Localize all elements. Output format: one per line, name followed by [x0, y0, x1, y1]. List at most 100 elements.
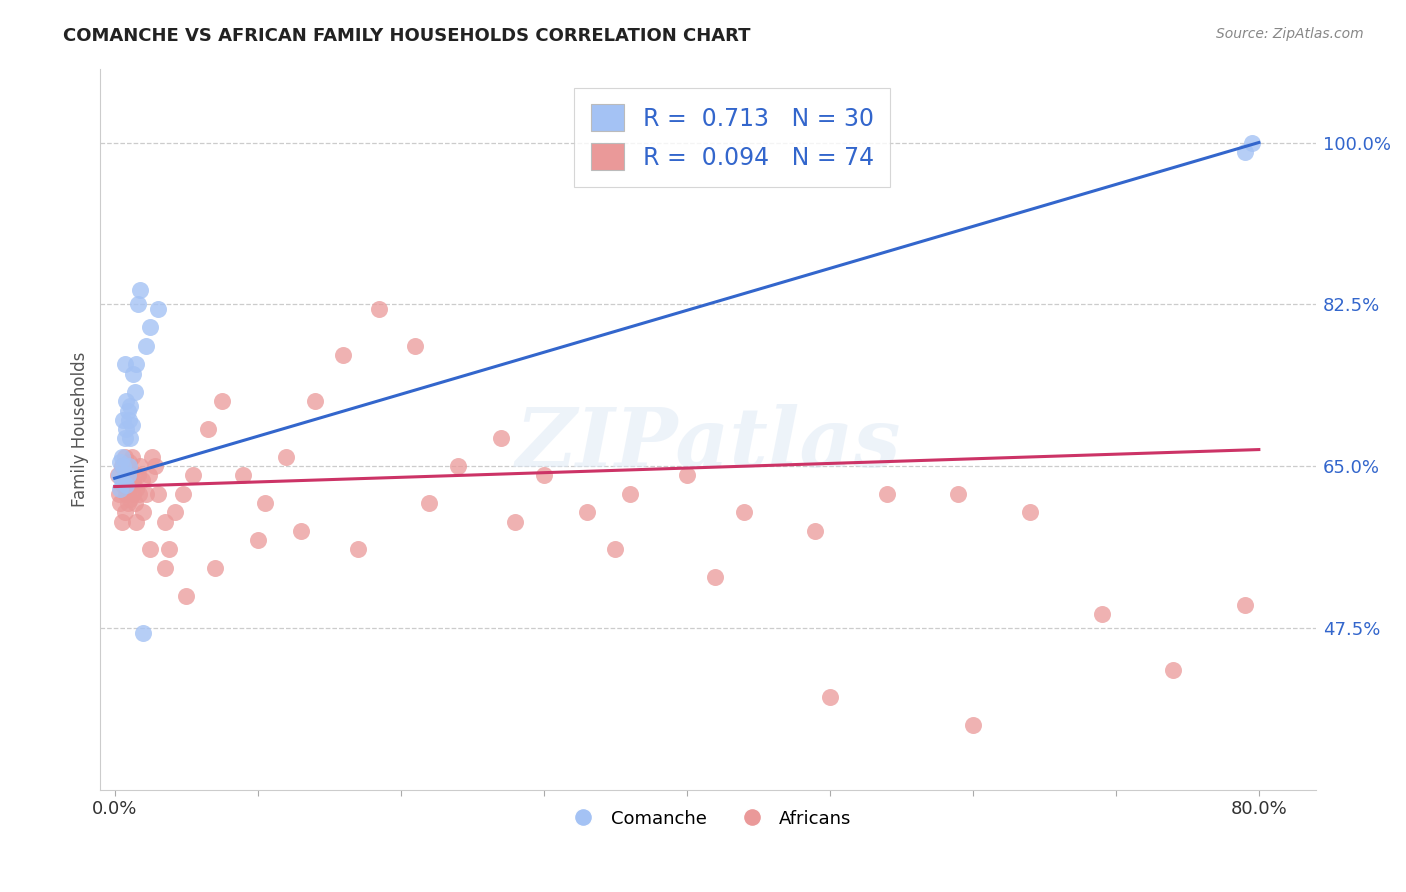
Point [125, 358, 148, 372]
Point [132, 625, 155, 640]
Point [290, 524, 312, 538]
Point [131, 473, 153, 487]
Point [129, 284, 152, 298]
Point [120, 399, 142, 413]
Point [146, 301, 169, 316]
Point [704, 570, 727, 584]
Point [733, 506, 755, 520]
Point [120, 432, 142, 446]
Point [276, 450, 298, 464]
Point [211, 394, 233, 409]
Point [304, 394, 326, 409]
Point [112, 459, 135, 474]
Point [122, 367, 145, 381]
Point [112, 413, 135, 427]
Point [125, 515, 148, 529]
Point [117, 468, 139, 483]
Point [125, 483, 148, 497]
Point [124, 385, 146, 400]
Point [121, 450, 143, 464]
Point [204, 561, 226, 575]
Point [143, 459, 166, 474]
Point [117, 496, 139, 510]
Point [111, 459, 134, 474]
Point [1090, 607, 1112, 622]
Point [153, 561, 176, 575]
Point [128, 487, 150, 501]
Legend: Comanche, Africans: Comanche, Africans [558, 803, 858, 835]
Point [138, 468, 160, 483]
Point [533, 468, 555, 483]
Point [619, 487, 641, 501]
Point [127, 297, 149, 311]
Point [418, 496, 440, 510]
Text: COMANCHE VS AFRICAN FAMILY HOUSEHOLDS CORRELATION CHART: COMANCHE VS AFRICAN FAMILY HOUSEHOLDS CO… [63, 27, 751, 45]
Point [111, 450, 134, 464]
Point [253, 496, 276, 510]
Point [368, 301, 391, 316]
Point [114, 450, 136, 464]
Point [115, 477, 138, 491]
Point [876, 487, 898, 501]
Point [1233, 598, 1256, 612]
Point [107, 468, 129, 483]
Point [675, 468, 697, 483]
Point [114, 432, 136, 446]
Y-axis label: Family Households: Family Households [72, 351, 89, 507]
Point [135, 487, 157, 501]
Point [132, 506, 155, 520]
Point [118, 454, 141, 468]
Point [962, 718, 984, 732]
Point [115, 459, 138, 474]
Point [1161, 663, 1184, 677]
Point [503, 515, 526, 529]
Point [127, 468, 149, 483]
Point [332, 348, 354, 362]
Point [172, 487, 194, 501]
Point [110, 483, 132, 497]
Point [118, 413, 141, 427]
Point [197, 422, 219, 436]
Point [146, 487, 169, 501]
Text: ZIPatlas: ZIPatlas [516, 404, 901, 483]
Point [1019, 506, 1042, 520]
Point [153, 515, 176, 529]
Point [447, 459, 470, 474]
Point [117, 403, 139, 417]
Point [115, 422, 138, 436]
Point [121, 477, 143, 491]
Point [114, 506, 136, 520]
Point [139, 320, 162, 334]
Point [110, 454, 132, 468]
Point [117, 468, 139, 483]
Point [108, 487, 131, 501]
Point [120, 491, 142, 506]
Point [110, 496, 132, 510]
Point [108, 468, 131, 483]
Point [121, 417, 143, 432]
Point [115, 394, 138, 409]
Point [124, 496, 146, 510]
Point [1233, 145, 1256, 159]
Point [118, 459, 141, 474]
Point [575, 506, 598, 520]
Point [120, 464, 142, 478]
Point [112, 477, 135, 491]
Point [163, 506, 186, 520]
Point [489, 432, 512, 446]
Point [246, 533, 269, 548]
Point [135, 339, 157, 353]
Point [111, 515, 134, 529]
Text: Source: ZipAtlas.com: Source: ZipAtlas.com [1216, 27, 1364, 41]
Point [948, 487, 970, 501]
Point [115, 487, 138, 501]
Point [111, 473, 134, 487]
Point [157, 542, 180, 557]
Point [605, 542, 627, 557]
Point [118, 483, 141, 497]
Point [404, 339, 426, 353]
Point [141, 450, 163, 464]
Point [122, 473, 145, 487]
Point [139, 542, 162, 557]
Point [129, 459, 152, 474]
